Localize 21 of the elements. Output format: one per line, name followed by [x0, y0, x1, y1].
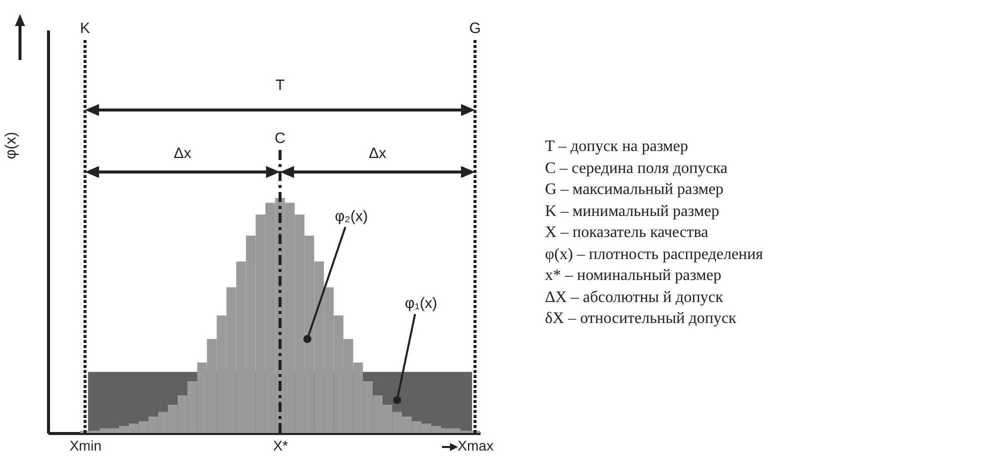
- ref-line-label: G: [469, 20, 481, 37]
- text: x* – номинальный размер: [545, 266, 722, 286]
- y-axis-title: φ(x): [2, 132, 20, 160]
- x-tick-label: X*: [273, 438, 288, 454]
- text: φ(x) – плотность распределения: [545, 244, 764, 264]
- ref-line-label: K: [80, 20, 90, 37]
- annotation: φ₁(x): [404, 295, 438, 312]
- text: K – минимальный размер: [545, 202, 720, 222]
- text: C – середина поля допуска: [545, 158, 728, 178]
- x-tick-label: Xmin: [70, 438, 102, 454]
- annotation: φ₂(x): [334, 208, 368, 225]
- text: Δx: [368, 145, 387, 162]
- text: G – максимальный размер: [545, 180, 725, 200]
- text: T: [275, 77, 285, 94]
- text: Δx: [174, 145, 192, 162]
- text: δX – относительный допуск: [545, 309, 738, 329]
- text: X – показатель качества: [545, 223, 710, 243]
- ref-line-label: C: [274, 130, 286, 147]
- text: ΔX – абсолютны й допуск: [545, 288, 724, 308]
- x-tick-label: Xmax: [458, 438, 494, 454]
- text: T – допуск на размер: [545, 137, 690, 157]
